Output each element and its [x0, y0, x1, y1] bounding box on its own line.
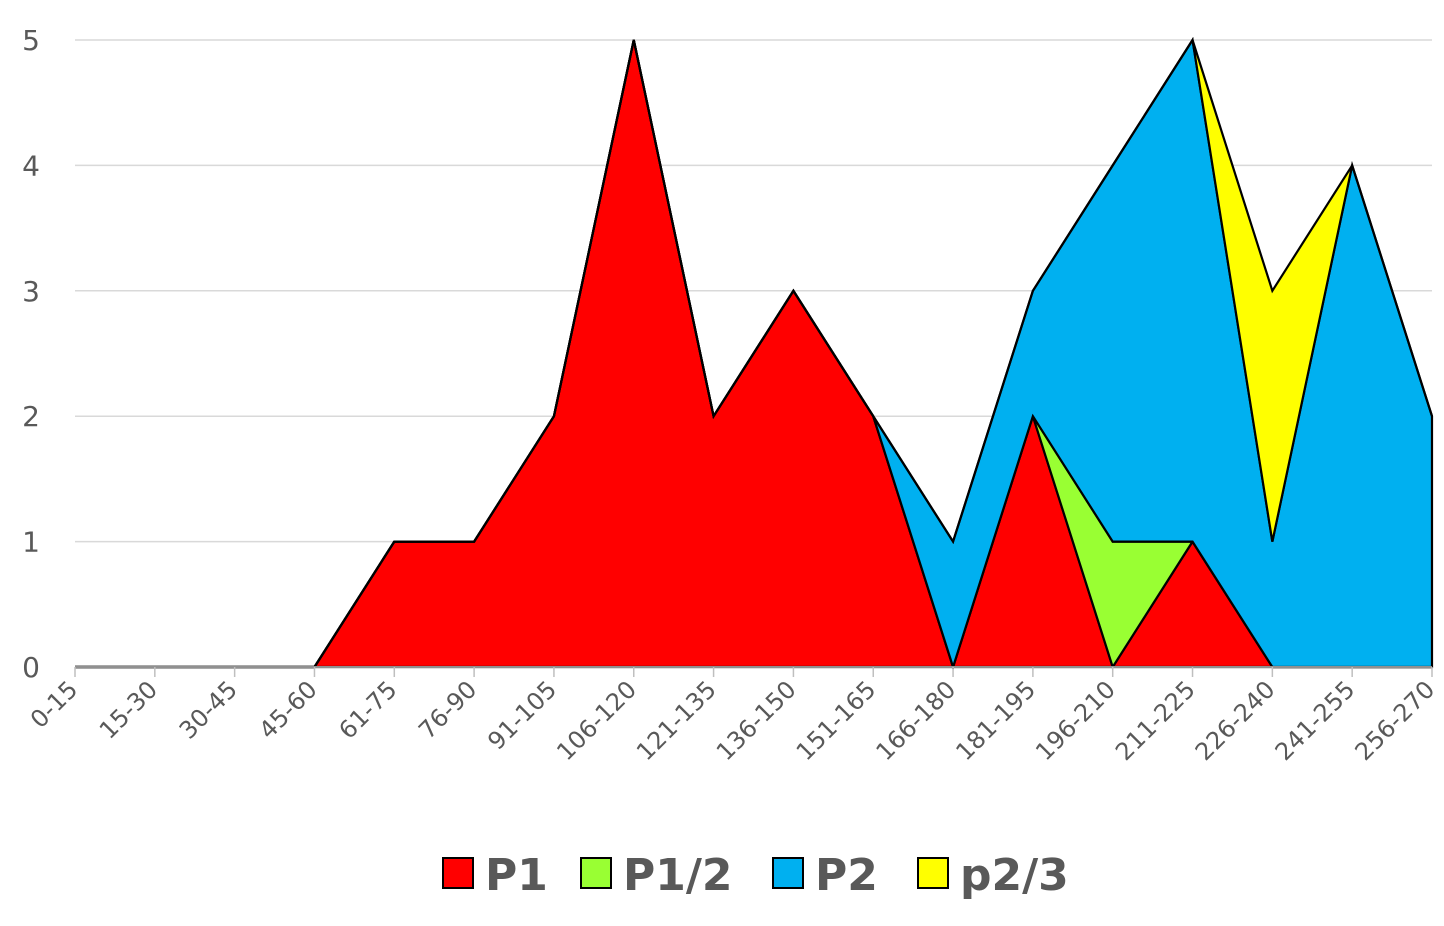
x-tick-label: 15-30: [94, 675, 163, 744]
x-tick-label: 121-135: [631, 675, 722, 766]
legend-swatch-p2-3: [917, 857, 949, 889]
x-tick-label: 226-240: [1190, 675, 1281, 766]
y-tick-label: 4: [22, 149, 40, 182]
legend-swatch-p1-2: [580, 857, 612, 889]
y-tick-label: 1: [22, 526, 40, 559]
x-tick-label: 136-150: [711, 675, 802, 766]
area-p2-3: [75, 36, 1434, 669]
y-axis: 0 1 2 3 4 5: [22, 24, 40, 684]
y-tick-label: 0: [22, 651, 40, 684]
x-tick-label: 45-60: [254, 675, 323, 744]
y-tick-label: 5: [22, 24, 40, 57]
x-tick-label: 256-270: [1350, 675, 1441, 766]
x-tick-label: 166-180: [871, 675, 962, 766]
legend-label-p2-3: p2/3: [960, 850, 1069, 901]
y-tick-label: 3: [22, 275, 40, 308]
x-tick-label: 241-255: [1270, 675, 1361, 766]
y-tick-label: 2: [22, 400, 40, 433]
x-tick-label: 181-195: [950, 675, 1041, 766]
x-tick-label: 211-225: [1110, 675, 1201, 766]
x-tick-label: 196-210: [1030, 675, 1121, 766]
x-tick-label: 0-15: [25, 675, 83, 733]
legend-swatch-p2: [772, 857, 804, 889]
legend-label-p1: P1: [485, 850, 548, 901]
x-tick-label: 151-165: [791, 675, 882, 766]
x-tick-label: 30-45: [174, 675, 243, 744]
x-tick-label: 91-105: [482, 675, 562, 755]
x-tick-label: 61-75: [333, 675, 402, 744]
x-tick-label: 106-120: [551, 675, 642, 766]
x-tick-label: 76-90: [413, 675, 482, 744]
legend: P1 P1/2 P2 p2/3: [442, 850, 1069, 901]
legend-swatch-p1: [442, 857, 474, 889]
legend-label-p2: P2: [815, 850, 878, 901]
area-series: [75, 36, 1434, 671]
x-axis: 0-15 15-30 30-45 45-60 61-75 76-90 91-105106-1…: [25, 666, 1441, 766]
legend-label-p1-2: P1/2: [623, 850, 733, 901]
